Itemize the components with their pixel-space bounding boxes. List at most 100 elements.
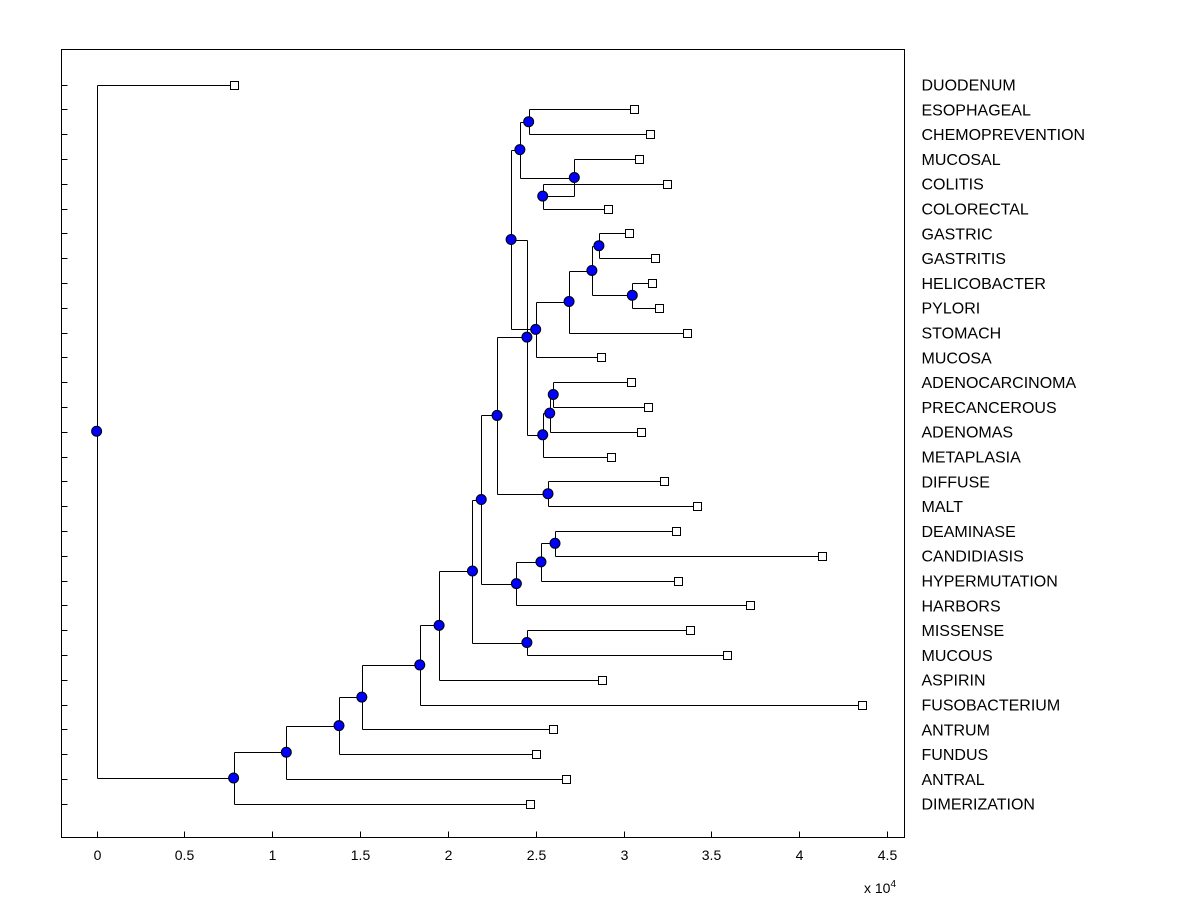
internal-node-marker xyxy=(521,331,533,343)
internal-node-marker xyxy=(505,234,517,245)
leaf-label: DIMERIZATION xyxy=(922,797,1035,814)
x-axis-multiplier: x 104 xyxy=(864,879,896,896)
x-tick-label: 3 xyxy=(621,847,629,863)
leaf-label: ADENOCARCINOMA xyxy=(922,375,1077,392)
internal-node-marker xyxy=(91,425,103,437)
x-axis-tick-labels: 0 0.5 1 1.5 2 2.5 3 3.5 4 4.5 xyxy=(94,847,898,863)
leaf-node-marker xyxy=(635,155,644,164)
leaf-label: GASTRIC xyxy=(922,226,993,243)
leaf-label: ANTRUM xyxy=(922,722,990,739)
y-axis-ticks xyxy=(61,85,68,805)
leaf-label: MUCOSA xyxy=(922,350,993,367)
leaf-node-marker xyxy=(686,626,695,635)
x-tick-label: 3.5 xyxy=(702,847,722,863)
leaf-label: COLORECTAL xyxy=(922,202,1029,219)
leaf-node-marker xyxy=(549,725,558,734)
leaf-node-marker xyxy=(625,229,634,238)
leaf-label: ASPIRIN xyxy=(922,673,986,690)
internal-node-marker xyxy=(491,409,503,421)
internal-node-marker xyxy=(433,619,445,631)
x-tick-label: 1.5 xyxy=(351,847,371,863)
dendrogram-internal-nodes xyxy=(91,116,638,784)
internal-node-marker xyxy=(593,240,605,252)
leaf-node-marker xyxy=(646,130,655,139)
plot-area xyxy=(61,49,905,838)
internal-node-marker xyxy=(542,488,554,500)
leaf-label: FUNDUS xyxy=(922,747,989,764)
leaf-label: HYPERMUTATION xyxy=(922,574,1058,591)
leaf-node-marker xyxy=(693,502,702,511)
dendrogram-branches xyxy=(97,85,863,805)
leaf-label: HARBORS xyxy=(922,598,1001,615)
leaf-node-marker xyxy=(526,800,535,809)
leaf-node-marker xyxy=(648,279,657,288)
leaf-node-marker xyxy=(655,304,664,313)
internal-node-marker xyxy=(466,565,478,577)
leaf-node-marker xyxy=(644,403,653,412)
x-tick-label: 0.5 xyxy=(175,847,195,863)
leaf-labels: DUODENUM ESOPHAGEAL CHEMOPREVENTION MUCOSAL… xyxy=(922,78,1086,814)
x-tick-label: 0 xyxy=(94,847,102,863)
leaf-label: STOMACH xyxy=(922,326,1002,343)
internal-node-marker xyxy=(563,296,575,307)
leaf-node-marker xyxy=(627,378,636,387)
internal-node-marker xyxy=(547,389,559,400)
leaf-node-marker xyxy=(598,676,607,685)
leaf-label: DIFFUSE xyxy=(922,474,990,491)
leaf-node-marker xyxy=(597,353,606,362)
leaf-node-marker xyxy=(604,205,613,214)
internal-node-marker xyxy=(333,720,345,732)
leaf-label: FUSOBACTERIUM xyxy=(922,698,1061,715)
internal-node-marker xyxy=(549,537,561,549)
leaf-node-marker xyxy=(683,329,692,338)
leaf-label: MUCOSAL xyxy=(922,152,1001,169)
leaf-node-marker xyxy=(230,81,239,90)
leaf-node-marker xyxy=(672,527,681,536)
leaf-label: HELICOBACTER xyxy=(922,276,1046,293)
dendrogram-leaf-markers xyxy=(230,81,867,809)
leaf-node-marker xyxy=(637,428,646,437)
leaf-label: PYLORI xyxy=(922,301,981,318)
internal-node-marker xyxy=(523,116,535,128)
internal-node-marker xyxy=(530,323,542,335)
leaf-node-marker xyxy=(651,254,660,263)
x-tick-label: 2 xyxy=(445,847,453,863)
internal-node-marker xyxy=(475,494,487,506)
x-axis-ticks xyxy=(97,831,888,838)
internal-node-marker xyxy=(228,772,240,784)
leaf-label: CANDIDIASIS xyxy=(922,549,1024,566)
leaf-label: DUODENUM xyxy=(922,78,1016,95)
internal-node-marker xyxy=(510,578,522,590)
leaf-node-marker xyxy=(562,775,571,784)
internal-node-marker xyxy=(414,659,426,671)
leaf-node-marker xyxy=(858,701,867,710)
x-axis-multiplier-exponent: 4 xyxy=(890,879,896,890)
leaf-node-marker xyxy=(723,651,732,660)
leaf-node-marker xyxy=(663,180,672,189)
internal-node-marker xyxy=(544,407,556,419)
leaf-node-marker xyxy=(660,477,669,486)
leaf-node-marker xyxy=(674,577,683,586)
leaf-label: CHEMOPREVENTION xyxy=(922,127,1086,144)
leaf-label: METAPLASIA xyxy=(922,450,1022,467)
leaf-label: MALT xyxy=(922,499,964,516)
leaf-node-marker xyxy=(630,105,639,114)
x-tick-label: 2.5 xyxy=(527,847,547,863)
x-tick-label: 4.5 xyxy=(878,847,898,863)
leaf-node-marker xyxy=(532,750,541,759)
leaf-label: GASTRITIS xyxy=(922,251,1006,268)
internal-node-marker xyxy=(537,190,549,202)
internal-node-marker xyxy=(586,265,598,276)
leaf-node-marker xyxy=(746,601,755,610)
internal-node-marker xyxy=(514,144,526,156)
internal-node-marker xyxy=(280,746,292,758)
leaf-label: ANTRAL xyxy=(922,772,985,789)
internal-node-marker xyxy=(356,691,368,703)
leaf-label: ADENOMAS xyxy=(922,425,1014,442)
internal-node-marker xyxy=(626,289,638,301)
x-tick-label: 1 xyxy=(269,847,277,863)
leaf-label: COLITIS xyxy=(922,177,984,194)
x-tick-label: 4 xyxy=(796,847,804,863)
leaf-label: DEAMINASE xyxy=(922,524,1016,541)
